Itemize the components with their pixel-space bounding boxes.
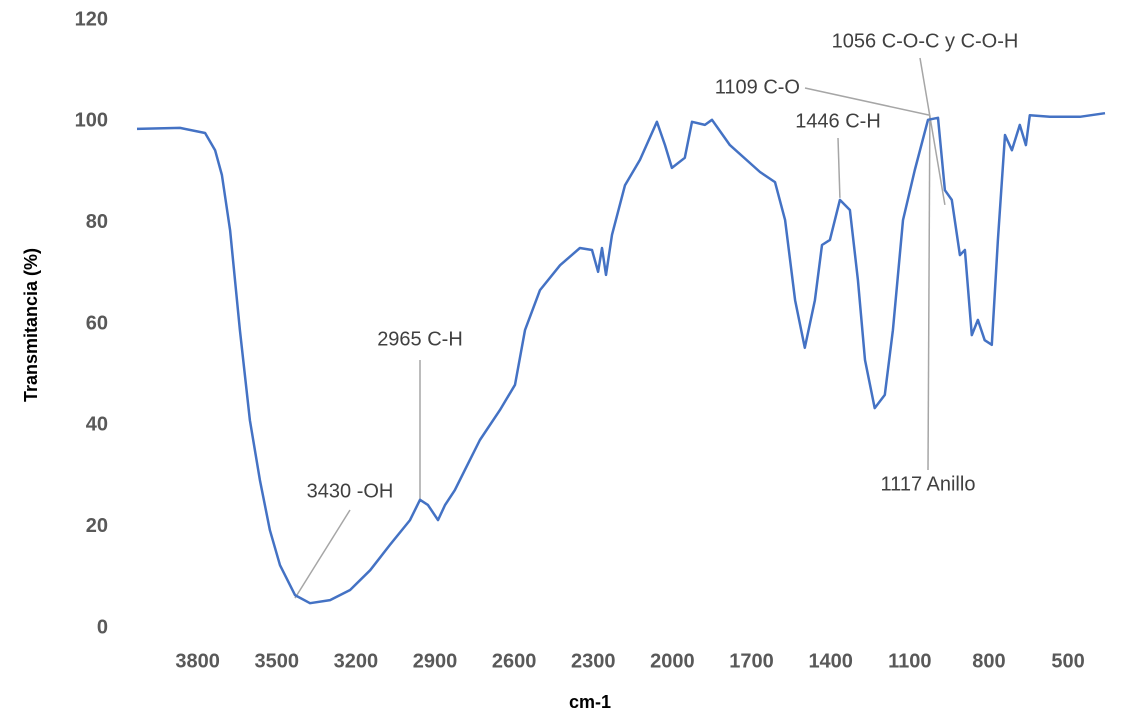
annotation-label: 1056 C-O-C y C-O-H — [832, 30, 1019, 52]
y-tick-label: 40 — [86, 414, 108, 436]
annotation-label: 3430 -OH — [307, 480, 394, 502]
x-tick-label: 2300 — [571, 650, 616, 672]
x-tick-label: 2600 — [492, 650, 537, 672]
x-tick-label: 3200 — [334, 650, 379, 672]
y-tick-label: 100 — [75, 110, 108, 132]
y-tick-label: 120 — [75, 8, 108, 30]
annotation-label: 1109 C-O — [715, 76, 800, 98]
x-tick-label: 1700 — [729, 650, 774, 672]
x-tick-label: 500 — [1051, 650, 1084, 672]
x-axis-title: cm-1 — [569, 692, 611, 712]
annotation-leader — [837, 137, 841, 198]
y-tick-label: 20 — [86, 515, 108, 537]
annotation-label: 1446 C-H — [795, 110, 881, 132]
annotation-label: 2965 C-H — [377, 328, 463, 350]
annotation-leader — [919, 57, 946, 206]
annotation-label: 1117 Anillo — [881, 473, 976, 495]
y-tick-label: 80 — [86, 211, 108, 233]
annotation-leader — [927, 115, 931, 471]
x-tick-label: 800 — [972, 650, 1005, 672]
x-tick-label: 2900 — [413, 650, 458, 672]
y-tick-label: 60 — [86, 312, 108, 334]
y-axis-title: Transmitancia (%) — [21, 248, 41, 402]
annotation-leader — [804, 87, 931, 116]
x-tick-label: 1400 — [808, 650, 853, 672]
x-tick-label: 3800 — [175, 650, 220, 672]
x-tick-label: 3500 — [255, 650, 300, 672]
spectrum-line — [136, 111, 1106, 605]
y-tick-label: 0 — [97, 616, 108, 638]
x-tick-label: 1100 — [888, 650, 931, 672]
annotation-leader — [294, 509, 351, 599]
x-tick-label: 2000 — [650, 650, 695, 672]
